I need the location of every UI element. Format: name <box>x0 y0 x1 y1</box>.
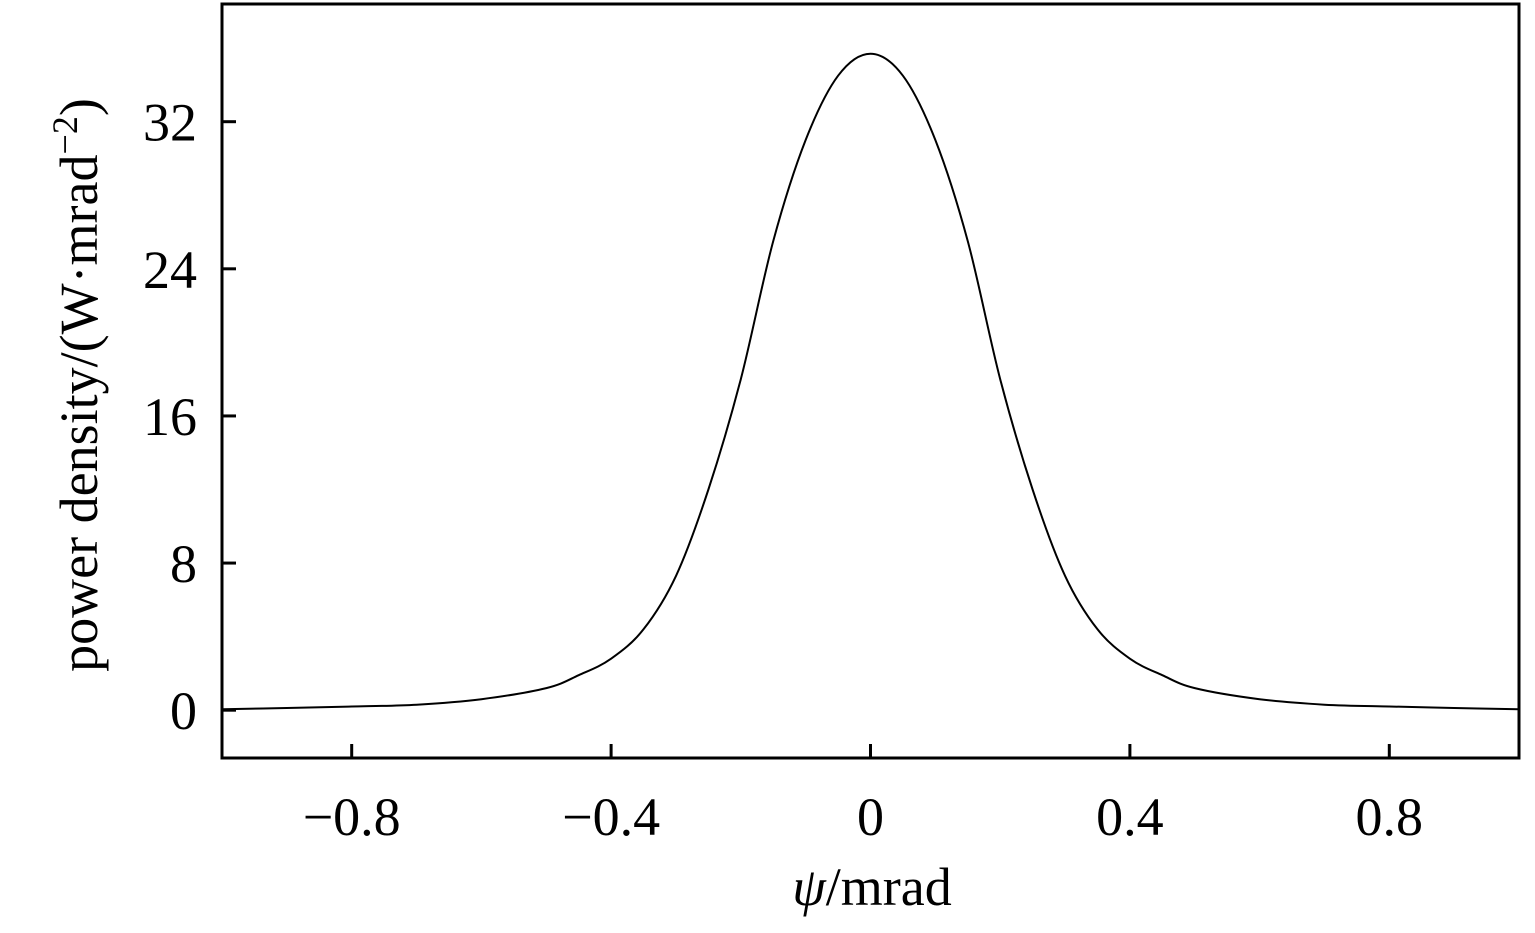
x-axis-ticks: −0.8 −0.4 0 0.4 0.8 <box>303 744 1423 847</box>
y-tick-label: 16 <box>143 387 197 447</box>
y-tick-label: 8 <box>170 534 197 594</box>
y-tick-label: 0 <box>170 681 197 741</box>
plot-frame <box>220 2 1521 760</box>
y-axis-label-sup: −2 <box>45 116 85 154</box>
y-tick-label: 24 <box>143 240 197 300</box>
x-axis-title: ψ/mrad <box>792 857 952 917</box>
x-tick-label: 0.4 <box>1096 787 1164 847</box>
series-layer <box>221 52 1520 711</box>
x-tick-label: −0.8 <box>303 787 401 847</box>
x-tick-label: −0.4 <box>562 787 660 847</box>
x-axis-symbol: ψ <box>792 857 827 917</box>
y-axis-ticks: 0 8 16 24 32 <box>143 93 236 741</box>
x-tick-label: 0 <box>857 787 884 847</box>
x-tick-label: 0.8 <box>1356 787 1424 847</box>
y-axis-label-close: ) <box>49 98 109 116</box>
series-line <box>221 52 1520 711</box>
y-axis-label-main: power density/(W·mrad <box>49 154 109 671</box>
y-tick-label: 32 <box>143 93 197 153</box>
x-axis-unit: /mrad <box>826 857 952 917</box>
y-axis-title: power density/(W·mrad−2) <box>45 98 109 672</box>
